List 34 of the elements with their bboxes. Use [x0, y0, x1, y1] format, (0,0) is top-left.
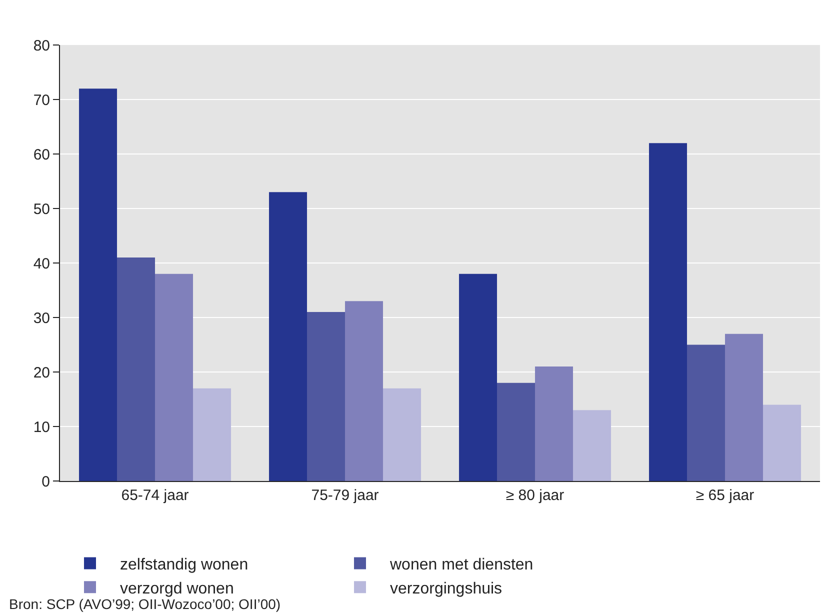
- bar: [307, 312, 345, 481]
- x-tick-label: ≥ 65 jaar: [696, 487, 754, 504]
- y-tick-label: 20: [33, 364, 50, 382]
- bar: [687, 344, 725, 481]
- bar: [535, 366, 573, 481]
- y-tick-label: 10: [33, 418, 50, 436]
- bar: [383, 388, 421, 481]
- bar: [459, 274, 497, 481]
- bar: [497, 382, 535, 481]
- y-tick-label: 50: [33, 200, 50, 218]
- bar: [345, 301, 383, 481]
- bar: [573, 410, 611, 481]
- bar: [763, 404, 801, 481]
- y-tick-label: 80: [33, 37, 50, 54]
- y-tick-label: 30: [33, 310, 50, 327]
- legend-label: verzorgingshuis: [390, 580, 502, 598]
- legend-label: wonen met diensten: [389, 556, 534, 574]
- x-tick-label: 65-74 jaar: [121, 487, 189, 504]
- bar: [117, 258, 155, 481]
- x-tick-label: ≥ 80 jaar: [506, 487, 564, 504]
- bar: [79, 88, 117, 481]
- bar: [649, 143, 687, 481]
- bar: [193, 388, 231, 481]
- x-tick-label: 75-79 jaar: [311, 487, 379, 504]
- text: Bron: SCP (AVO’99; OII-Wozoco’00; OII’00): [9, 596, 281, 612]
- bar: [725, 334, 763, 481]
- bar: [269, 192, 307, 481]
- legend-label: verzorgd wonen: [120, 580, 234, 598]
- y-tick-label: 0: [42, 473, 50, 490]
- y-tick-label: 70: [33, 92, 50, 109]
- y-tick-label: 60: [33, 146, 50, 164]
- legend-label: zelfstandig wonen: [120, 556, 248, 574]
- y-tick-label: 40: [33, 255, 50, 272]
- bar: [155, 274, 193, 481]
